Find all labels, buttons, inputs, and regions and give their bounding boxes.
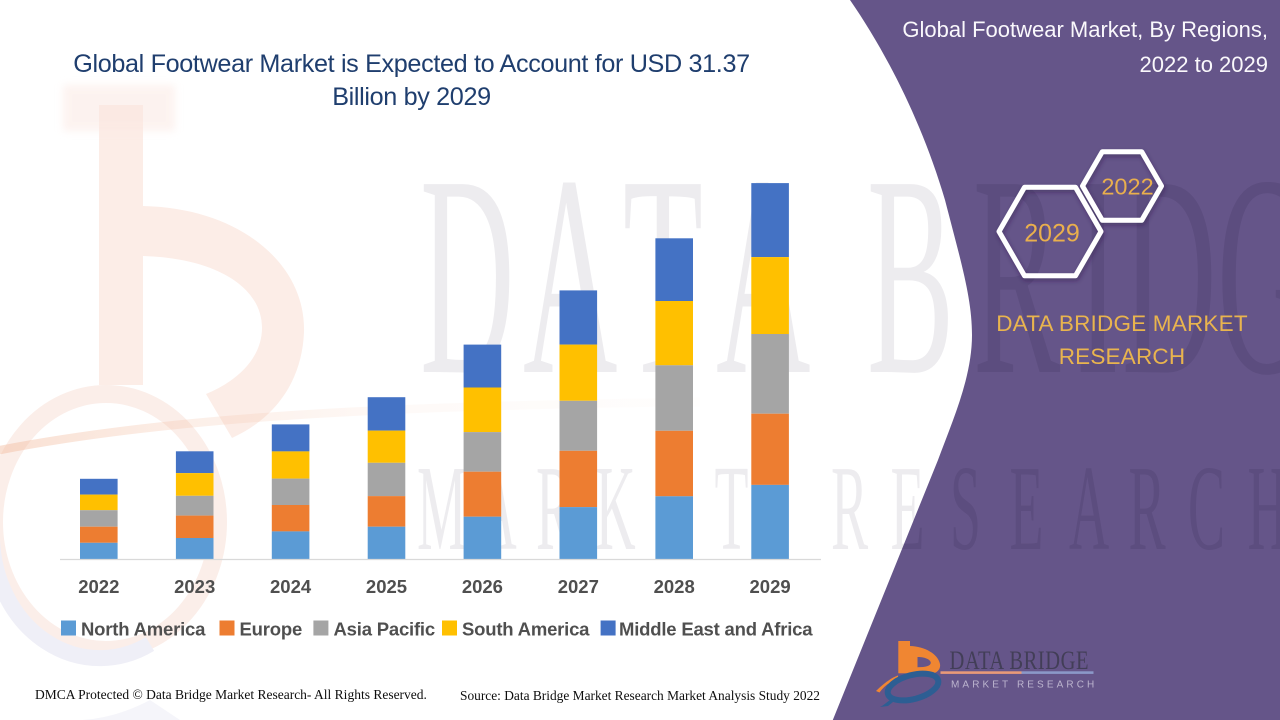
svg-text:2025: 2025 [366, 576, 407, 597]
svg-text:2024: 2024 [270, 576, 312, 597]
svg-text:Europe: Europe [240, 619, 303, 640]
svg-text:C: C [1188, 441, 1225, 576]
svg-text:A: A [1069, 441, 1109, 576]
svg-text:H: H [1247, 441, 1280, 576]
svg-text:MARKET RESEARCH: MARKET RESEARCH [951, 680, 1097, 691]
svg-text:G: G [1217, 117, 1280, 435]
svg-text:North America: North America [81, 619, 206, 640]
svg-text:K: K [595, 441, 635, 576]
svg-text:T: T [715, 441, 749, 576]
svg-text:I: I [1076, 117, 1120, 435]
svg-text:2026: 2026 [462, 576, 503, 597]
svg-text:Middle East and Africa: Middle East and Africa [619, 619, 813, 640]
svg-text:B: B [867, 117, 954, 435]
svg-text:2028: 2028 [654, 576, 695, 597]
svg-text:M: M [417, 441, 466, 576]
svg-text:2029: 2029 [1024, 220, 1080, 248]
svg-text:R: R [1129, 441, 1167, 576]
svg-text:South America: South America [462, 619, 590, 640]
svg-text:DATA BRIDGE: DATA BRIDGE [950, 647, 1090, 676]
svg-text:Asia Pacific: Asia Pacific [334, 619, 435, 640]
svg-text:2022: 2022 [1101, 174, 1153, 200]
svg-text:2023: 2023 [174, 576, 215, 597]
svg-text:S: S [950, 441, 981, 576]
svg-text:E: E [1009, 441, 1043, 576]
svg-text:R: R [831, 441, 869, 576]
svg-text:2027: 2027 [558, 576, 599, 597]
svg-text:D: D [1122, 117, 1217, 435]
svg-text:2029: 2029 [750, 576, 791, 597]
svg-text:2022: 2022 [78, 576, 119, 597]
svg-text:E: E [891, 441, 925, 576]
